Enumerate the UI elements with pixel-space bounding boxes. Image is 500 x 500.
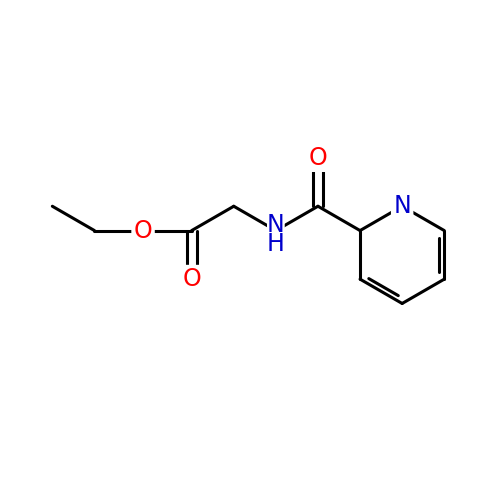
- Text: O: O: [308, 146, 328, 170]
- Text: O: O: [182, 267, 201, 291]
- Text: O: O: [134, 218, 152, 242]
- Text: N: N: [267, 212, 284, 236]
- Text: N: N: [394, 194, 411, 218]
- Text: H: H: [267, 232, 285, 256]
